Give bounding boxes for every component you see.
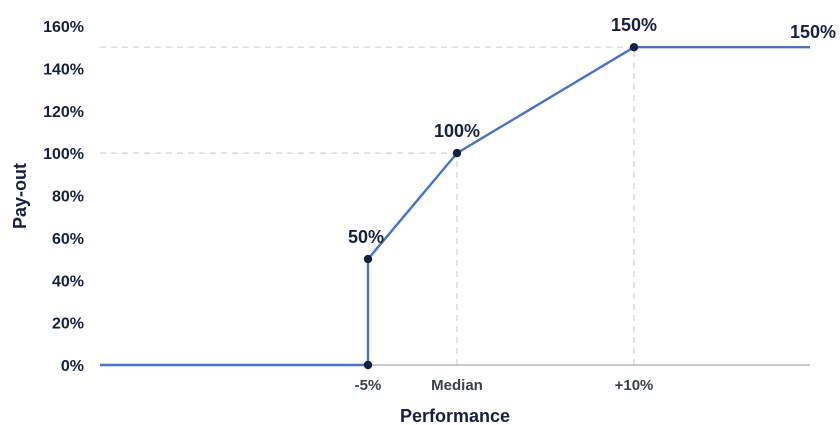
y-tick-label: 140% xyxy=(43,61,84,78)
x-axis-ticks: -5% Median +10% xyxy=(355,377,654,394)
y-tick-label: 120% xyxy=(43,104,84,121)
y-tick-label: 100% xyxy=(43,146,84,163)
y-tick-label: 0% xyxy=(61,358,84,375)
y-axis-label: Pay-out xyxy=(10,163,30,229)
data-point-marker xyxy=(629,42,639,52)
y-tick-label: 60% xyxy=(52,231,84,248)
x-tick-label: Median xyxy=(431,377,483,394)
x-tick-label: -5% xyxy=(355,377,382,394)
data-label: 150% xyxy=(790,22,836,42)
data-point-marker xyxy=(363,360,373,370)
x-tick-label: +10% xyxy=(615,377,654,394)
y-tick-label: 20% xyxy=(52,316,84,333)
y-axis-ticks: 0% 20% 40% 60% 80% 100% 120% 140% 160% xyxy=(43,19,84,375)
series-line xyxy=(100,46,810,367)
y-tick-label: 80% xyxy=(52,189,84,206)
data-point-marker xyxy=(452,148,462,158)
y-tick-label: 40% xyxy=(52,273,84,290)
data-label: 150% xyxy=(611,15,657,35)
data-labels: 50% 100% 150% 150% xyxy=(348,15,836,247)
reference-lines xyxy=(100,46,635,365)
x-axis-label: Performance xyxy=(400,406,510,425)
y-tick-label: 160% xyxy=(43,19,84,36)
data-label: 50% xyxy=(348,227,384,247)
data-label: 100% xyxy=(434,121,480,141)
data-point-marker xyxy=(363,254,373,264)
series-markers xyxy=(363,42,639,370)
